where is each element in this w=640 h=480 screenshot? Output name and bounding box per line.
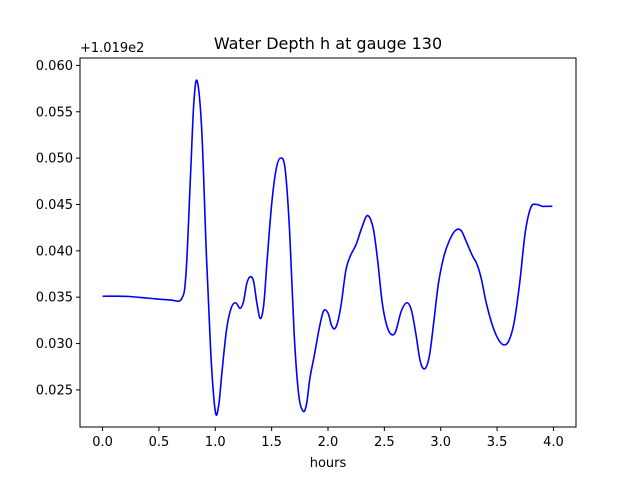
x-tick-label: 1.5 bbox=[261, 435, 282, 450]
y-tick-label: 0.045 bbox=[36, 198, 73, 213]
plot-background bbox=[80, 58, 576, 427]
x-tick-label: 3.5 bbox=[487, 435, 508, 450]
x-tick-label: 0.5 bbox=[149, 435, 170, 450]
y-tick-label: 0.030 bbox=[36, 337, 73, 352]
series-line bbox=[102, 79, 553, 416]
x-tick-label: 1.0 bbox=[205, 435, 226, 450]
x-tick-label: 4.0 bbox=[543, 435, 564, 450]
y-tick-label: 0.055 bbox=[36, 105, 73, 120]
x-tick-label: 0.0 bbox=[92, 435, 113, 450]
y-axis-ticks: 0.025 0.030 0.035 0.040 0.045 0.050 0.055 0.060 bbox=[36, 59, 80, 398]
y-axis-offset-label: +1.019e2 bbox=[80, 41, 144, 56]
x-axis-label: hours bbox=[310, 456, 347, 471]
y-tick-label: 0.040 bbox=[36, 244, 73, 259]
data-layer bbox=[102, 79, 553, 416]
y-tick-label: 0.035 bbox=[36, 291, 73, 306]
x-tick-label: 2.0 bbox=[318, 435, 339, 450]
y-tick-label: 0.060 bbox=[36, 59, 73, 74]
chart-title: Water Depth h at gauge 130 bbox=[214, 34, 442, 53]
x-axis-ticks: 0.0 0.5 1.0 1.5 2.0 2.5 3.0 3.5 4.0 bbox=[92, 427, 564, 450]
y-tick-label: 0.025 bbox=[36, 383, 73, 398]
x-tick-label: 3.0 bbox=[430, 435, 451, 450]
y-tick-label: 0.050 bbox=[36, 152, 73, 167]
x-tick-label: 2.5 bbox=[374, 435, 395, 450]
